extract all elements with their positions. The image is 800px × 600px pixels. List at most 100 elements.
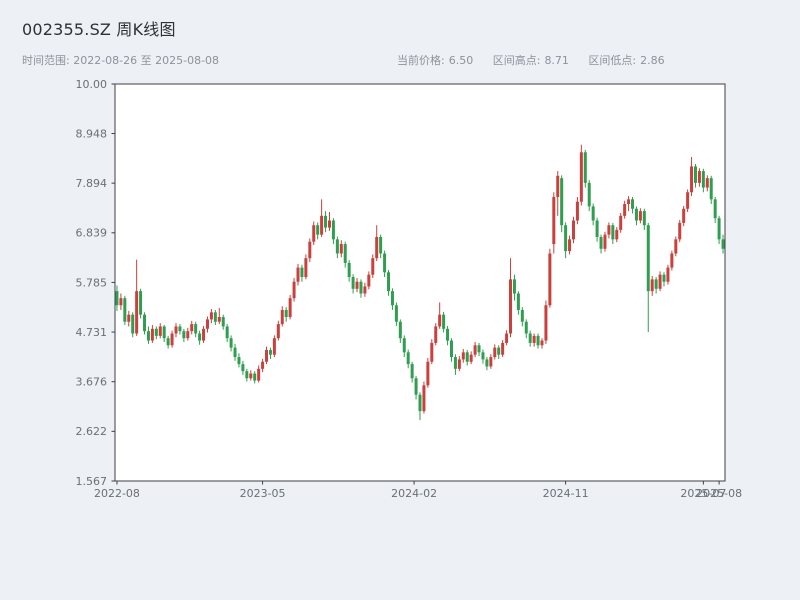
x-tick-label: 2025-07: [680, 487, 726, 500]
candle-body: [166, 338, 170, 346]
candle-body: [638, 211, 642, 221]
candle-body: [190, 324, 194, 332]
candle-body: [536, 335, 540, 346]
candle-body: [284, 309, 288, 318]
candle-body: [300, 267, 304, 278]
candle-body: [646, 225, 650, 292]
candle-body: [575, 201, 579, 221]
candle-body: [351, 277, 355, 289]
candle-body: [406, 352, 410, 365]
candle-body: [497, 347, 501, 355]
candle-body: [158, 326, 162, 336]
candle-body: [178, 326, 182, 332]
candle-body: [217, 317, 221, 322]
candle-body: [225, 326, 229, 339]
candle-body: [115, 291, 119, 306]
candle-body: [603, 234, 607, 249]
candle-body: [662, 274, 666, 282]
candle-body: [343, 244, 347, 263]
candle-body: [131, 314, 135, 334]
x-tick-label: 2023-05: [240, 487, 286, 500]
current-price-label: 当前价格:: [397, 54, 445, 67]
candle-body: [150, 328, 154, 341]
y-tick-label: 4.731: [76, 326, 108, 339]
candle-body: [446, 328, 450, 341]
candle-body: [312, 225, 316, 242]
candle-body: [438, 314, 442, 327]
candle-body: [666, 267, 670, 282]
candle-body: [461, 352, 465, 360]
date-range-label: 时间范围: 2022-08-26 至 2025-08-08: [22, 54, 220, 67]
candle-body: [261, 361, 265, 369]
candle-body: [721, 239, 725, 249]
candle-body: [556, 175, 560, 197]
candle-body: [379, 237, 383, 254]
candle-body: [599, 237, 603, 249]
candle-body: [705, 178, 709, 188]
y-tick-label: 2.622: [76, 425, 108, 438]
candle-body: [693, 166, 697, 183]
candle-body: [375, 237, 379, 259]
current-price-value: 6.50: [448, 54, 474, 67]
range-low-stat: 区间低点: 2.86: [588, 54, 664, 67]
candle-body: [288, 298, 292, 318]
candle-body: [477, 345, 481, 353]
candle-body: [324, 215, 328, 228]
candle-body: [154, 328, 158, 336]
candle-body: [257, 368, 261, 381]
candle-body: [363, 286, 367, 294]
candle-body: [520, 309, 524, 322]
candle-body: [516, 293, 520, 310]
candle-body: [265, 349, 269, 362]
price-stats: 当前价格: 6.50 区间高点: 8.71 区间低点: 2.86: [397, 52, 681, 68]
candle-body: [233, 347, 237, 358]
candle-body: [143, 314, 147, 332]
candle-body: [119, 298, 123, 306]
range-low-value: 2.86: [640, 54, 665, 67]
candle-body: [394, 305, 398, 322]
candle-body: [627, 199, 631, 205]
candle-body: [697, 171, 701, 183]
candle-body: [449, 340, 453, 358]
candle-body: [678, 222, 682, 240]
candle-body: [654, 279, 658, 289]
candle-body: [682, 208, 686, 223]
y-tick-label: 1.567: [76, 475, 108, 488]
candle-body: [512, 279, 516, 294]
candle-body: [579, 152, 583, 202]
candle-body: [253, 373, 257, 381]
candle-body: [442, 314, 446, 329]
candle-body: [327, 220, 331, 228]
candle-body: [473, 345, 477, 355]
candle-body: [194, 324, 198, 334]
candle-body: [426, 361, 430, 386]
candle-body: [186, 331, 190, 339]
candle-body: [202, 328, 206, 341]
candle-body: [272, 338, 276, 355]
candle-body: [505, 333, 509, 343]
candle-body: [658, 274, 662, 289]
candle-body: [229, 338, 233, 348]
candle-body: [383, 253, 387, 273]
candle-body: [135, 291, 139, 334]
candle-body: [642, 211, 646, 226]
candle-body: [280, 309, 284, 325]
candle-body: [717, 218, 721, 240]
candle-body: [174, 326, 178, 334]
candle-body: [611, 225, 615, 240]
candle-body: [619, 215, 623, 230]
candle-body: [686, 192, 690, 209]
candle-body: [615, 229, 619, 240]
candle-body: [509, 279, 513, 334]
candle-body: [607, 225, 611, 235]
plot-area: [114, 83, 726, 482]
candle-body: [674, 239, 678, 254]
range-high-value: 8.71: [544, 54, 569, 67]
candle-body: [690, 166, 694, 193]
candle-body: [205, 319, 209, 329]
candle-body: [583, 152, 587, 183]
y-tick-label: 5.785: [76, 276, 108, 289]
candle-body: [221, 317, 225, 327]
candle-body: [595, 220, 599, 238]
